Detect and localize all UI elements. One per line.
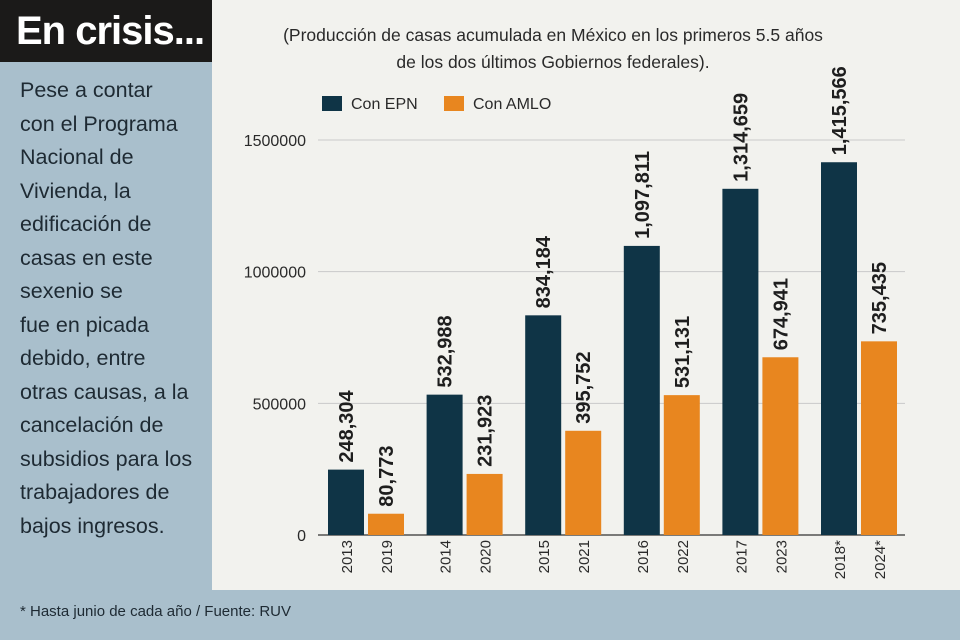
chart-title-line: de los dos últimos Gobiernos federales). [396,52,710,72]
data-label-epn: 532,988 [435,315,457,387]
bar-amlo [762,357,799,535]
bar-epn [821,162,857,535]
data-label-epn: 1,415,566 [829,66,851,155]
description-line: cancelación de [20,413,164,437]
data-label-amlo: 80,773 [376,446,398,507]
legend-label-amlo: Con AMLO [473,96,551,113]
y-tick-label: 1000000 [244,265,306,282]
legend-swatch-epn [322,96,342,111]
data-label-epn: 1,314,659 [730,93,752,182]
description-line: Pese a contar [20,78,153,102]
data-label-amlo: 531,131 [672,316,694,388]
description-line: Nacional de [20,145,134,169]
description-line: sexenio se [20,279,123,303]
chart-title: (Producción de casas acumulada en México… [238,22,868,76]
bar-amlo [466,473,503,535]
data-label-amlo: 231,923 [475,395,497,467]
description-line: debido, entre [20,346,146,370]
x-tick-label: 2019 [379,540,396,573]
description-line: subsidios para los [20,446,193,471]
x-tick-label: 2016 [635,540,652,573]
x-tick-label: 2015 [536,540,553,573]
bar-epn [328,469,364,535]
description-line: casas en este [20,245,153,270]
data-label-amlo: 735,435 [869,262,891,334]
description-line: Vivienda, la [20,178,131,203]
description-line: edificación de [20,212,152,236]
bar-amlo [861,341,897,535]
y-tick-label: 500000 [253,396,306,413]
description-line: bajos ingresos. [20,513,165,538]
data-label-amlo: 395,752 [573,351,595,423]
footer [0,590,960,640]
x-tick-label: 2014 [438,540,455,573]
x-tick-label: 2018* [832,540,849,579]
headline: En crisis... [0,0,212,62]
bar-amlo [368,513,404,535]
bar-epn [623,245,660,535]
data-label-epn: 248,304 [336,389,358,462]
x-tick-label: 2022 [675,540,692,573]
data-label-amlo: 674,941 [770,278,792,350]
description-line: otras causas, a la [20,379,189,404]
footnote: * Hasta junio de cada año / Fuente: RUV [20,603,291,620]
description-line: con el Programa [20,111,178,136]
sidebar: En crisis... Pese a contar con el Progra… [0,0,212,590]
x-tick-label: 2013 [339,540,356,573]
legend-swatch-amlo [444,96,464,111]
bar-epn [525,315,562,535]
data-label-epn: 834,184 [533,235,555,308]
description-line: trabajadores de [20,480,170,504]
y-tick-label: 1500000 [244,133,306,150]
x-tick-label: 2021 [576,540,593,573]
description-line: fue en picada [20,312,150,337]
bar-epn [722,188,759,535]
x-tick-label: 2017 [733,540,750,573]
x-tick-label: 2020 [478,540,495,573]
bar-epn [426,394,463,535]
bar-amlo [663,395,700,535]
x-tick-label: 2023 [773,540,790,573]
x-tick-label: 2024* [872,540,889,579]
chart-title-line: (Producción de casas acumulada en México… [283,25,823,45]
data-label-epn: 1,097,811 [632,151,654,239]
description: Pese a contar con el Programa Nacional d… [20,74,205,543]
legend-label-epn: Con EPN [351,96,418,113]
bar-amlo [565,430,602,535]
y-tick-label: 0 [297,528,306,545]
